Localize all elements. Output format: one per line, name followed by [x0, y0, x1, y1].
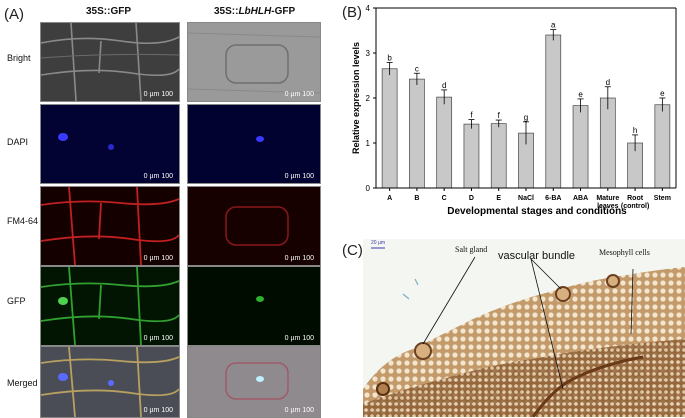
- x-tick-label: B: [414, 195, 419, 202]
- panel-b-label: (B): [342, 4, 362, 21]
- significance-letter: b: [387, 53, 392, 62]
- scale-label: 0 µm 100: [284, 91, 314, 98]
- micrograph-bright-gfp: 0 µm 100: [40, 22, 180, 102]
- scale-bar-label: 20 µm: [371, 240, 385, 246]
- significance-letter: h: [633, 126, 637, 135]
- significance-letter: g: [524, 113, 528, 122]
- micrograph-dapi-lbhlh: 0 µm 100: [187, 104, 321, 184]
- row-label-fm4-64: FM4-64: [7, 216, 39, 226]
- bar: [436, 96, 453, 189]
- col-header-part-1: 35S::: [214, 6, 239, 17]
- bar: [463, 123, 480, 189]
- col-header-gene: LbHLH: [238, 6, 272, 17]
- bar: [545, 34, 562, 189]
- x-tick-label: ABA: [573, 195, 588, 202]
- annotation-salt-gland: Salt gland: [455, 245, 488, 254]
- significance-letter: a: [551, 21, 556, 30]
- significance-letter: f: [498, 111, 501, 120]
- row-label-dapi: DAPI: [7, 137, 29, 147]
- significance-letter: e: [660, 89, 665, 98]
- x-tick-label: Mature leaves: [596, 195, 619, 210]
- bar: [381, 68, 398, 189]
- scale-label: 0 µm 100: [284, 335, 314, 342]
- x-tick-label: Root (control): [621, 195, 649, 210]
- x-tick-label: Stem: [654, 195, 671, 202]
- x-tick-label: A: [387, 195, 392, 202]
- y-tick-label: 2: [366, 94, 371, 103]
- micrograph-bright-lbhlh: 0 µm 100: [187, 22, 321, 102]
- scale-label: 0 µm 100: [284, 255, 314, 262]
- bar-series: b c d f f g a e d h e: [381, 21, 671, 189]
- y-tick-label: 3: [366, 49, 371, 58]
- annotation-mesophyll-cells: Mesophyll cells: [599, 248, 650, 257]
- col-header-part-3: -GFP: [271, 6, 296, 17]
- bar: [490, 123, 507, 189]
- x-tick-label: E: [496, 195, 501, 202]
- x-axis-label: Developmental stages and conditions: [447, 206, 627, 217]
- significance-letter: f: [470, 111, 473, 120]
- micrograph-merged-gfp: 0 µm 100: [40, 346, 180, 418]
- micrograph-fm4-64-lbhlh: 0 µm 100: [187, 186, 321, 266]
- col-header-gfp: 35S::GFP: [86, 6, 132, 17]
- micrograph-merged-lbhlh: 0 µm 100: [187, 346, 321, 418]
- panel-c-label: (C): [342, 242, 363, 259]
- x-tick-label: NaCl: [518, 195, 534, 202]
- y-axis: 0 1 2 3 4: [366, 4, 677, 193]
- bar: [654, 104, 671, 189]
- y-tick-label: 0: [366, 184, 371, 193]
- scale-label: 0 µm 100: [284, 173, 314, 180]
- significance-letter: e: [578, 90, 583, 99]
- x-tick-label: 6-BA: [545, 195, 561, 202]
- micrograph-dapi-gfp: 0 µm 100: [40, 104, 180, 184]
- row-label-merged: Merged: [7, 378, 38, 388]
- scale-label: 0 µm 100: [143, 173, 173, 180]
- scale-label: 0 µm 100: [284, 407, 314, 414]
- micrograph-fm4-64-gfp: 0 µm 100: [40, 186, 180, 266]
- y-tick-label: 1: [366, 139, 371, 148]
- significance-letter: d: [442, 81, 446, 90]
- col-header-lbhlh-gfp: 35S::LbHLH-GFP: [214, 6, 295, 17]
- scale-label: 0 µm 100: [143, 407, 173, 414]
- scale-label: 0 µm 100: [143, 335, 173, 342]
- significance-letter: c: [415, 64, 419, 73]
- x-tick-label: D: [469, 195, 474, 202]
- panel-a-label: (A): [4, 6, 24, 23]
- row-label-bright: Bright: [7, 53, 31, 63]
- leaf-section-micrograph: 20 µm Salt gland vascular bundle Mesophy…: [363, 239, 685, 417]
- micrograph-gfp-gfp: 0 µm 100: [40, 266, 180, 346]
- bar: [409, 78, 425, 189]
- significance-letter: d: [606, 78, 610, 87]
- y-axis-label: Relative expression levels: [351, 42, 361, 154]
- annotation-vascular-bundle: vascular bundle: [498, 250, 576, 262]
- bar: [599, 97, 616, 189]
- scale-label: 0 µm 100: [143, 91, 173, 98]
- expression-bar-chart: 0 1 2 3 4 b c d f f g a e d h e A B C D E NaCl 6-BA ABA Mature…: [351, 4, 677, 217]
- row-label-gfp: GFP: [7, 296, 26, 306]
- y-tick-label: 4: [366, 4, 371, 13]
- scale-label: 0 µm 100: [143, 255, 173, 262]
- micrograph-gfp-lbhlh: 0 µm 100: [187, 266, 321, 346]
- bar: [572, 105, 589, 189]
- x-tick-label: C: [442, 195, 447, 202]
